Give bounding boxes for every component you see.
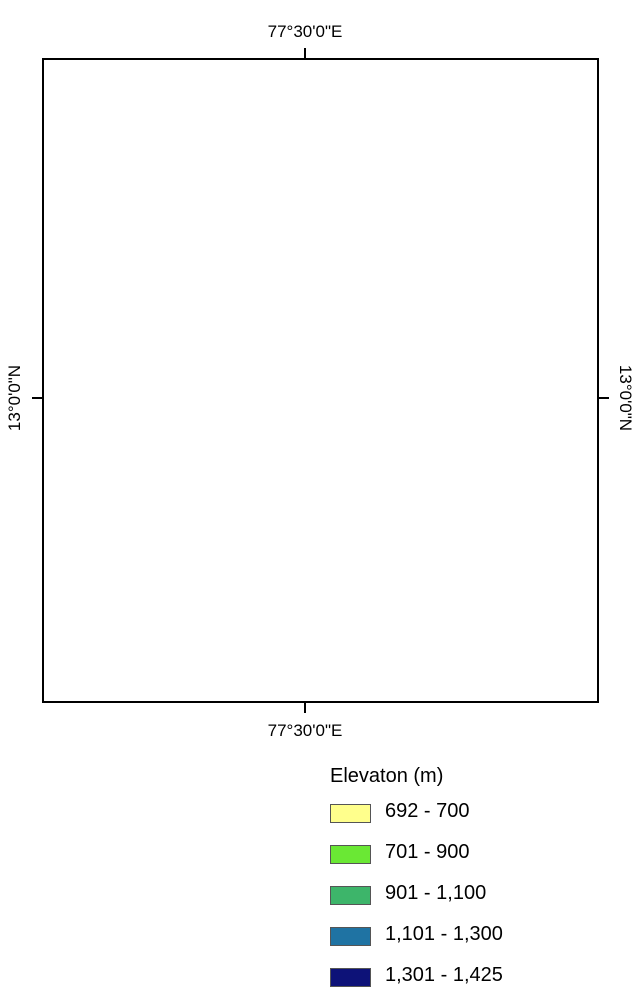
legend-label: 692 - 700: [385, 800, 470, 822]
legend-swatch: [330, 968, 371, 987]
longitude-label-top: 77°30'0"E: [267, 22, 343, 41]
legend-swatch: [330, 927, 371, 946]
legend-item: 701 - 900: [330, 841, 630, 884]
longitude-label-bottom: 77°30'0"E: [267, 721, 343, 740]
legend-label: 701 - 900: [385, 841, 470, 863]
legend-item: 692 - 700: [330, 800, 630, 843]
legend-swatch: [330, 804, 371, 823]
legend-item: 1,301 - 1,425: [330, 964, 630, 1007]
legend-item: 1,101 - 1,300: [330, 923, 630, 966]
legend-title: Elevaton (m): [330, 765, 444, 787]
legend-item: 901 - 1,100: [330, 882, 630, 925]
legend-label: 1,101 - 1,300: [385, 923, 503, 945]
legend: Elevaton (m) 692 - 700 701 - 900 901 - 1…: [330, 765, 630, 1007]
legend-swatch: [330, 845, 371, 864]
legend-label: 901 - 1,100: [385, 882, 487, 904]
map-frame: [42, 58, 599, 703]
legend-label: 1,301 - 1,425: [385, 964, 503, 986]
legend-swatch: [330, 886, 371, 905]
